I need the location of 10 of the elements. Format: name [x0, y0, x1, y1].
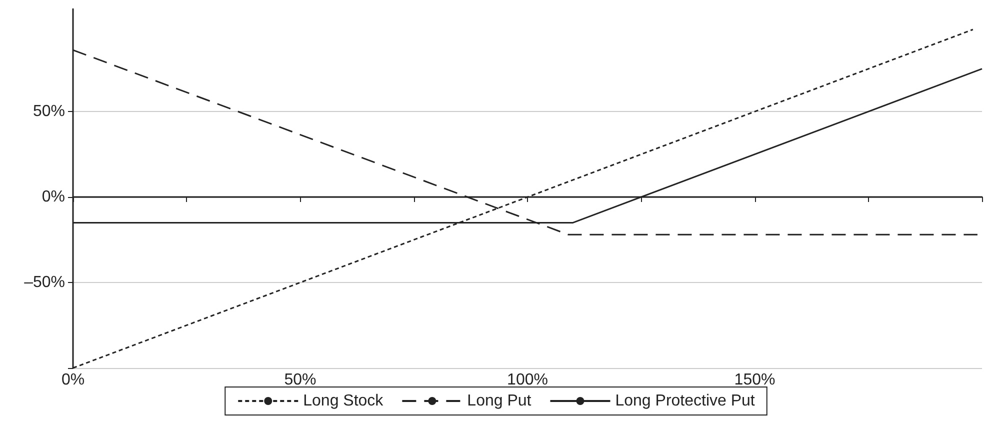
- x-tick-label: 50%: [284, 372, 316, 388]
- legend-label: Long Protective Put: [615, 392, 756, 410]
- x-tick-label: 150%: [734, 372, 776, 388]
- y-tick-label: –50%: [24, 274, 65, 292]
- x-tick-label: 0%: [61, 372, 85, 388]
- legend-label: Long Put: [467, 392, 532, 410]
- legend-label: Long Stock: [303, 392, 384, 410]
- x-tick-label: 100%: [507, 372, 548, 388]
- y-tick-label: 0%: [42, 188, 65, 206]
- y-tick-label: 50%: [32, 103, 65, 120]
